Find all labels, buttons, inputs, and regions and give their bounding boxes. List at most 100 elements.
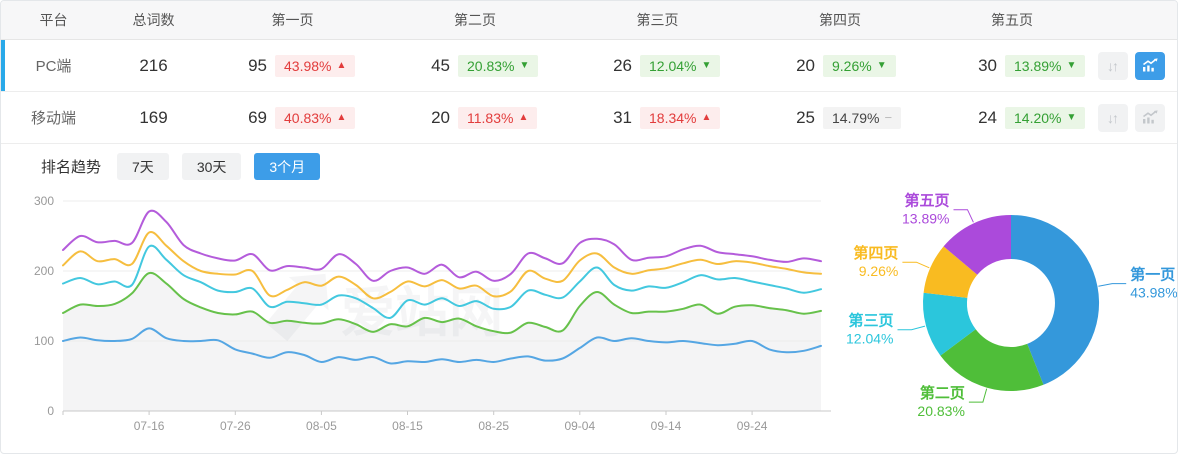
table-row-pc[interactable]: PC端 216 95 43.98% ▲ 45 20.83% ▼ 26 12.04% ▼… bbox=[1, 40, 1177, 92]
slice-percentage: 12.04% bbox=[846, 331, 893, 347]
trend-arrow-icon: ▲ bbox=[336, 59, 347, 71]
page2-count: 20 bbox=[431, 107, 450, 127]
svg-text:08-25: 08-25 bbox=[478, 419, 509, 433]
total-words: 169 bbox=[139, 107, 168, 127]
series-line-第二页 bbox=[62, 271, 822, 335]
slice-percentage: 9.26% bbox=[859, 263, 899, 279]
svg-text:07-16: 07-16 bbox=[134, 419, 165, 433]
sort-updown-button[interactable]: ↓↑ bbox=[1098, 103, 1128, 132]
svg-text:09-24: 09-24 bbox=[737, 419, 768, 433]
watermark: 爱站网 bbox=[265, 273, 503, 343]
slice-label: 第二页 bbox=[920, 384, 965, 402]
trend-arrow-icon: ▼ bbox=[701, 59, 712, 71]
page3-count: 26 bbox=[613, 55, 632, 75]
col-header-page4: 第四页 bbox=[819, 12, 861, 28]
svg-text:09-04: 09-04 bbox=[564, 419, 595, 433]
page1-count: 95 bbox=[248, 55, 267, 75]
label-leader-line bbox=[897, 325, 926, 331]
slice-label: 第三页 bbox=[848, 312, 893, 330]
area-fill-第二页 bbox=[63, 272, 821, 411]
page5-change-badge: 14.20% ▼ bbox=[1005, 106, 1086, 129]
page3-cell: 26 12.04% ▼ bbox=[566, 54, 749, 77]
col-header-total: 总词数 bbox=[132, 12, 175, 28]
page2-change-badge: 11.83% ▲ bbox=[458, 106, 538, 129]
page5-cell: 24 14.20% ▼ bbox=[931, 106, 1093, 129]
page1-count: 69 bbox=[248, 107, 267, 127]
platform-name: PC端 bbox=[35, 58, 72, 75]
total-words: 216 bbox=[139, 55, 168, 75]
sort-updown-icon: ↓↑ bbox=[1107, 57, 1119, 74]
series-line-第三页 bbox=[62, 244, 822, 319]
page4-count: 25 bbox=[796, 107, 815, 127]
svg-text:09-14: 09-14 bbox=[651, 419, 682, 433]
slice-label: 第五页 bbox=[904, 192, 949, 210]
trend-arrow-icon: ▲ bbox=[701, 111, 712, 123]
trend-arrow-icon: ▲ bbox=[336, 111, 347, 123]
slice-percentage: 43.98% bbox=[1130, 285, 1177, 301]
label-leader-line bbox=[1098, 283, 1127, 287]
svg-text:200: 200 bbox=[34, 264, 54, 278]
svg-text:300: 300 bbox=[34, 194, 54, 208]
donut-slice-第一页[interactable] bbox=[1011, 214, 1100, 385]
page5-count: 30 bbox=[978, 55, 997, 75]
svg-text:爱站网: 爱站网 bbox=[341, 283, 503, 343]
col-header-page3: 第三页 bbox=[636, 12, 679, 28]
page5-cell: 30 13.89% ▼ bbox=[931, 54, 1093, 77]
page3-cell: 31 18.34% ▲ bbox=[566, 106, 749, 129]
tab-3months[interactable]: 3个月 bbox=[254, 153, 321, 180]
tab-30days[interactable]: 30天 bbox=[181, 153, 242, 180]
donut-slice-第二页[interactable] bbox=[940, 329, 1044, 392]
label-leader-line bbox=[968, 388, 988, 403]
slice-label: 第一页 bbox=[1130, 266, 1175, 284]
donut-slice-第五页[interactable] bbox=[943, 215, 1011, 275]
page1-change-badge: 43.98% ▲ bbox=[275, 54, 356, 77]
slice-percentage: 20.83% bbox=[917, 403, 964, 419]
svg-text:08-05: 08-05 bbox=[306, 419, 337, 433]
page4-change-badge: 9.26% ▼ bbox=[823, 54, 896, 77]
page4-count: 20 bbox=[796, 55, 815, 75]
trend-arrow-icon: ▼ bbox=[519, 59, 530, 71]
col-header-page5: 第五页 bbox=[991, 12, 1033, 28]
page5-change-badge: 13.89% ▼ bbox=[1005, 54, 1086, 77]
page2-cell: 45 20.83% ▼ bbox=[384, 54, 566, 77]
page2-change-badge: 20.83% ▼ bbox=[458, 54, 539, 77]
tab-7days[interactable]: 7天 bbox=[117, 153, 169, 180]
trend-arrow-icon: ▲ bbox=[518, 111, 529, 123]
slice-label: 第四页 bbox=[853, 244, 898, 262]
row-actions: ↓↑ bbox=[1093, 51, 1177, 80]
table-header: 平台 总词数 第一页 第二页 第三页 第四页 第五页 bbox=[1, 1, 1177, 40]
svg-text:0: 0 bbox=[47, 404, 54, 418]
minus-icon: − bbox=[884, 110, 893, 125]
rank-trend-line-chart[interactable]: 0 100 200 300 爱站网 07-16 07-26 08-05 08-15 08-25 09… bbox=[29, 191, 841, 453]
svg-text:100: 100 bbox=[34, 334, 54, 348]
sort-updown-button[interactable]: ↓↑ bbox=[1098, 51, 1128, 80]
page1-cell: 95 43.98% ▲ bbox=[201, 54, 384, 77]
trend-arrow-icon: ▼ bbox=[876, 59, 887, 71]
label-leader-line bbox=[953, 209, 974, 223]
page2-count: 45 bbox=[431, 55, 450, 75]
page4-cell: 20 9.26% ▼ bbox=[749, 54, 931, 77]
trend-arrow-icon: ▼ bbox=[1066, 111, 1077, 123]
donut-slice-第四页[interactable] bbox=[923, 246, 978, 298]
table-row-mobile[interactable]: 移动端 169 69 40.83% ▲ 20 11.83% ▲ 31 18.34% ▲… bbox=[1, 92, 1177, 144]
sort-updown-icon: ↓↑ bbox=[1107, 109, 1119, 126]
donut-slice-第三页[interactable] bbox=[922, 292, 976, 356]
svg-text:07-26: 07-26 bbox=[220, 419, 251, 433]
page3-count: 31 bbox=[613, 107, 632, 127]
page1-cell: 69 40.83% ▲ bbox=[201, 106, 384, 129]
platform-name: 移动端 bbox=[30, 110, 76, 127]
trend-arrow-icon: ▼ bbox=[1066, 59, 1077, 71]
slice-percentage: 13.89% bbox=[902, 211, 949, 227]
line-chart-icon bbox=[1143, 58, 1158, 72]
show-trend-chart-button[interactable] bbox=[1135, 103, 1165, 132]
trend-section-title: 排名趋势 bbox=[41, 159, 102, 176]
page3-change-badge: 12.04% ▼ bbox=[640, 54, 721, 77]
label-leader-line bbox=[902, 261, 930, 269]
col-header-page1: 第一页 bbox=[271, 12, 314, 28]
page1-change-badge: 40.83% ▲ bbox=[275, 106, 356, 129]
svg-text:08-15: 08-15 bbox=[392, 419, 423, 433]
line-chart-icon bbox=[1143, 110, 1158, 124]
show-trend-chart-button[interactable] bbox=[1135, 51, 1165, 80]
row-actions: ↓↑ bbox=[1093, 103, 1177, 132]
